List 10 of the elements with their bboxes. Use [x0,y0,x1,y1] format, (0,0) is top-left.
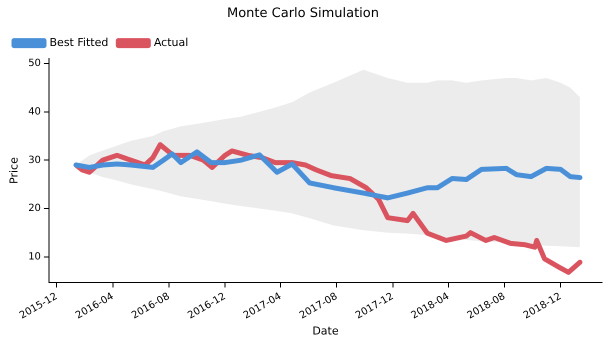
y-tick-label: 50 [28,58,41,70]
y-tick-label: 10 [28,251,41,262]
y-tick-label: 40 [28,106,41,118]
x-axis-title: Date [312,324,339,338]
y-tick-label: 20 [28,203,41,214]
legend-label: Best Fitted [50,36,108,49]
chart-title: Monte Carlo Simulation [227,6,379,22]
legend-label: Actual [154,36,188,49]
y-axis-title: Price [7,156,20,184]
y-tick-label: 30 [28,154,41,166]
